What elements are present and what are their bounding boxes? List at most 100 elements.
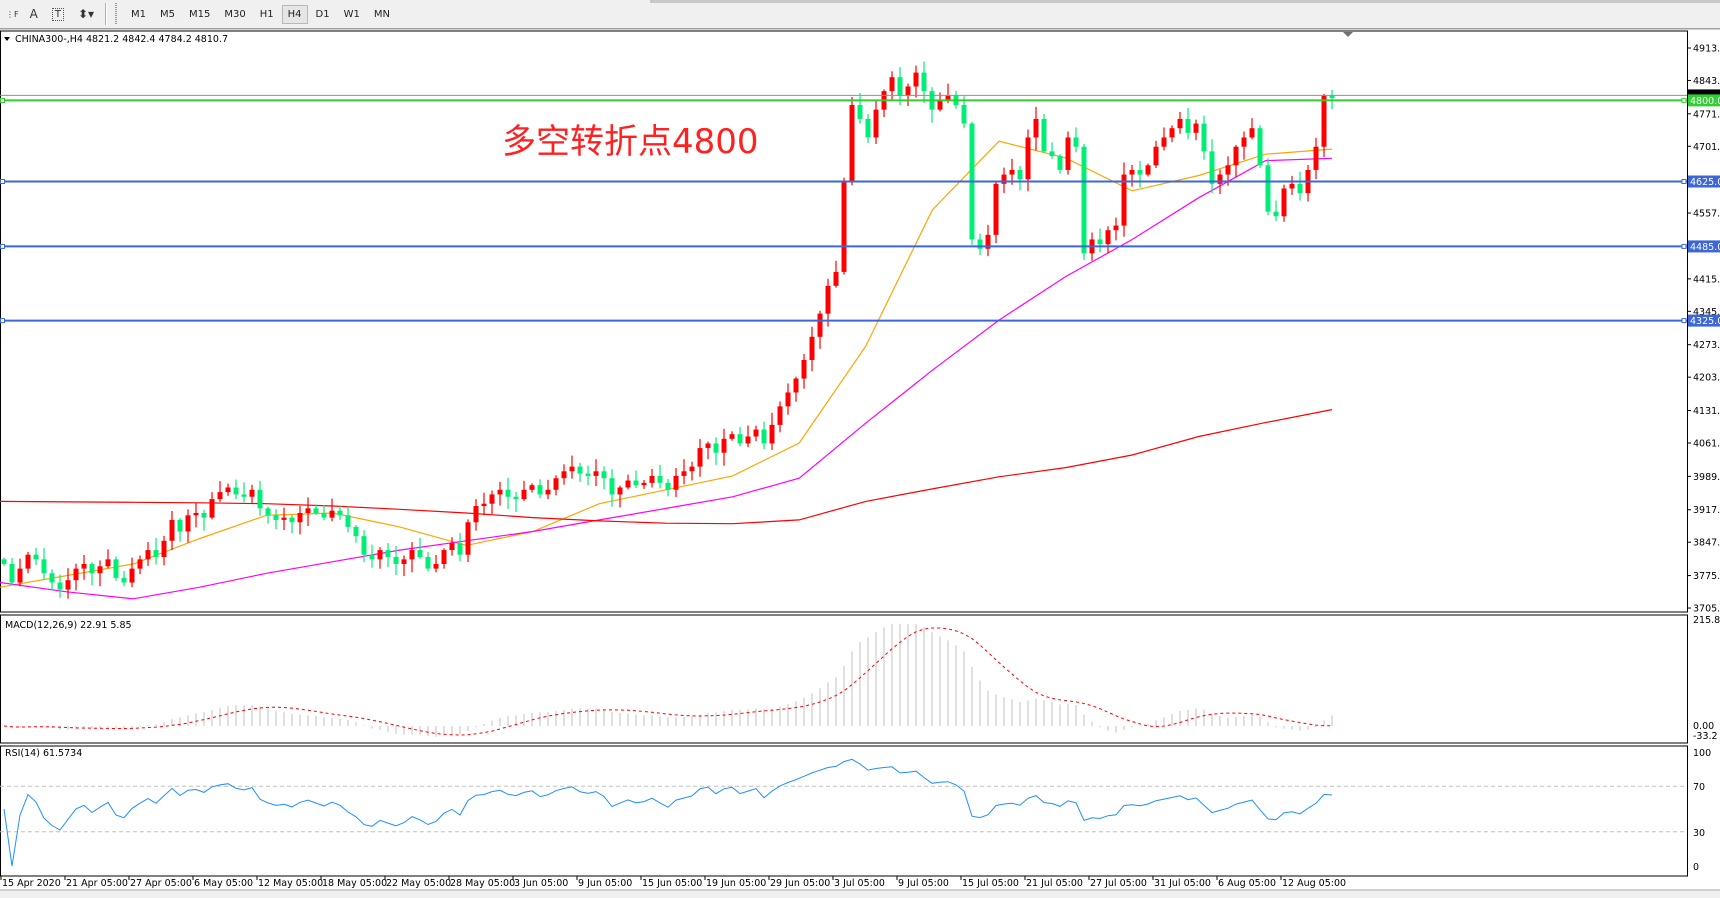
level-price-label: 4625.0: [1690, 177, 1720, 188]
candle-body: [1073, 137, 1079, 147]
candle-body: [113, 559, 119, 578]
candle-body: [201, 512, 207, 518]
candle-body: [697, 448, 703, 467]
candle-body: [873, 109, 879, 138]
candle-body: [1241, 137, 1247, 147]
macd-tick-label: 0.00: [1693, 721, 1714, 732]
candle-body: [801, 360, 807, 379]
candle: [721, 428, 727, 466]
candle-body: [289, 517, 295, 523]
price-tick-label: 4557.0: [1693, 209, 1720, 220]
candle-body: [617, 487, 623, 495]
annotation-text[interactable]: 多空转折点4800: [502, 122, 759, 162]
gridlines-icon[interactable]: ⋮F: [6, 9, 19, 19]
candle: [1233, 144, 1239, 178]
candle-body: [625, 480, 631, 488]
timeframe-m5-button[interactable]: M5: [160, 8, 176, 20]
candle-body: [1329, 95, 1335, 99]
candle: [849, 97, 855, 186]
time-tick-label: 6 May 05:00: [194, 878, 253, 889]
candle-body: [1161, 137, 1167, 147]
candle: [977, 233, 983, 256]
chart-shift-marker-icon[interactable]: [1343, 32, 1353, 37]
candle: [697, 439, 703, 477]
candle-body: [393, 557, 399, 564]
candle-body: [745, 436, 751, 444]
candle-body: [905, 86, 911, 96]
candle: [337, 505, 343, 520]
level-handle-left[interactable]: [0, 318, 5, 324]
candle: [1017, 166, 1023, 191]
candle: [1121, 162, 1127, 237]
candle: [233, 479, 239, 500]
candle-body: [601, 471, 607, 479]
price-tick-label: 4701.0: [1693, 142, 1720, 153]
candle: [281, 507, 287, 531]
timeframe-mn-button[interactable]: MN: [373, 8, 390, 20]
collapse-triangle-icon[interactable]: [4, 37, 10, 41]
time-tick-label: 9 Jun 05:00: [578, 878, 632, 889]
candle: [1057, 154, 1063, 174]
price-tick-label: 4203.0: [1693, 373, 1720, 384]
level-handle-right[interactable]: [1681, 243, 1687, 249]
timeframe-h4-button[interactable]: H4: [281, 4, 308, 24]
candle: [1161, 127, 1167, 151]
candle-body: [977, 239, 983, 249]
text-label-icon[interactable]: T: [51, 7, 64, 21]
candle: [713, 437, 719, 465]
candle-body: [225, 487, 231, 493]
candle-body: [657, 475, 663, 483]
timeframe-d1-button[interactable]: D1: [315, 8, 330, 20]
candle: [193, 502, 199, 528]
candle: [9, 558, 15, 586]
candle: [577, 462, 583, 482]
candle: [617, 485, 623, 508]
candle: [393, 545, 399, 576]
candle-body: [897, 77, 903, 96]
candle: [465, 519, 471, 563]
candle-body: [281, 517, 287, 520]
candle: [177, 518, 183, 542]
time-tick-label: 31 Jul 05:00: [1154, 878, 1211, 889]
candle: [1153, 140, 1159, 169]
candle: [113, 556, 119, 581]
level-handle-right[interactable]: [1681, 97, 1687, 103]
candle: [753, 425, 759, 442]
candle: [201, 510, 207, 531]
candle: [1257, 125, 1263, 169]
level-handle-right[interactable]: [1681, 179, 1687, 185]
timeframe-w1-button[interactable]: W1: [343, 8, 360, 20]
timeframe-m1-button[interactable]: M1: [131, 8, 147, 20]
timeframe-m30-button[interactable]: M30: [224, 8, 246, 20]
level-handle-right[interactable]: [1681, 318, 1687, 324]
level-handle-left[interactable]: [0, 179, 5, 185]
candle: [1313, 137, 1319, 180]
timeframe-m15-button[interactable]: M15: [189, 8, 211, 20]
toolbar-separator: [115, 3, 118, 25]
candle-body: [353, 526, 359, 537]
candle-body: [1113, 225, 1119, 231]
candle: [41, 548, 47, 580]
level-handle-left[interactable]: [0, 97, 5, 103]
candle-body: [673, 475, 679, 490]
candle: [1273, 200, 1279, 221]
price-tick-label: 3775.0: [1693, 571, 1720, 582]
candle: [633, 470, 639, 488]
text-icon[interactable]: A: [29, 7, 38, 21]
timeframe-h1-button[interactable]: H1: [259, 8, 274, 20]
candle-body: [561, 471, 567, 479]
toolbar: ⋮F A T ⬍▾ M1 M5 M15 M30 H1 H4 D1 W1 MN: [0, 0, 1720, 29]
candle: [1249, 118, 1255, 140]
candle-body: [793, 378, 799, 393]
arrows-icon[interactable]: ⬍▾: [77, 7, 95, 21]
candle: [217, 481, 223, 502]
time-tick-label: 29 Jun 05:00: [770, 878, 830, 889]
candle: [1001, 167, 1007, 194]
candle-body: [545, 489, 551, 495]
candle: [601, 466, 607, 490]
level-handle-left[interactable]: [0, 243, 5, 249]
candle-body: [73, 568, 79, 581]
candle-body: [809, 336, 815, 361]
candle-body: [649, 475, 655, 483]
